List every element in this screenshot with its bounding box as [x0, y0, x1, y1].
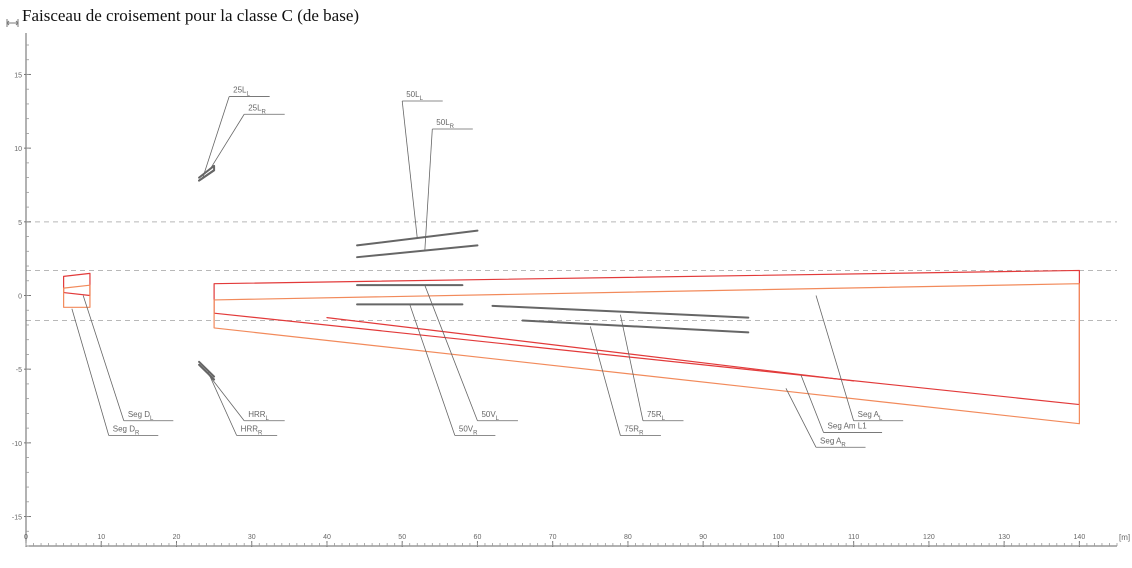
series-75r-r: [521, 319, 750, 334]
annotation-leader-line: [424, 285, 478, 421]
annotation-label: Seg DR: [113, 424, 140, 436]
annotation-label: HRRR: [241, 424, 263, 436]
x-axis-tick-label: 70: [549, 534, 557, 541]
vertical-unit-bracket-icon: [6, 12, 19, 27]
x-axis-tick-label: 100: [773, 534, 785, 541]
series-seg-d-r: [63, 284, 91, 308]
x-axis-tick-label: 120: [923, 534, 935, 541]
x-axis-tick-label: 90: [699, 534, 707, 541]
reference-lines-layer: [26, 221, 1117, 322]
y-axis-tick-label: 15: [14, 72, 22, 79]
chart-title: Faisceau de croisement pour la classe C …: [22, 6, 360, 25]
annotation-leader-line: [815, 295, 855, 421]
annotation-leader-line: [424, 128, 433, 252]
x-axis-unit-label: [m]: [1119, 533, 1130, 542]
annotation-leader-line: [71, 308, 110, 436]
annotation-leader-line: [207, 371, 238, 436]
annotation-label: 25LR: [248, 103, 266, 115]
annotation-leader-line: [409, 304, 456, 436]
annotation-leader-line: [800, 374, 824, 433]
x-axis-tick-label: 30: [248, 534, 256, 541]
x-axis-tick-label: 0: [24, 534, 28, 541]
y-axis-tick-label: -10: [12, 441, 22, 448]
annotation-leader-line: [210, 114, 245, 169]
x-axis-tick-label: 110: [848, 534, 859, 541]
series-seg-d-l: [63, 272, 91, 297]
series-hrr-l: [198, 360, 216, 378]
x-axis-tick-label: 140: [1074, 534, 1086, 541]
x-axis-tick-label: 40: [323, 534, 331, 541]
x-axis-tick-label: 60: [474, 534, 482, 541]
series-seg-a-r: [213, 283, 1080, 425]
y-axis-tick-label: -5: [16, 367, 22, 374]
annotation-layer: 25LL 25LR 50LL 50LR Seg DL Seg DR HRRL HRRR 50VL…: [71, 86, 904, 448]
y-axis-tick-label: -15: [12, 515, 22, 522]
series-seg-am-l1: [326, 317, 855, 382]
series-50l-r: [356, 244, 479, 259]
x-axis-tick-label: 130: [998, 534, 1010, 541]
annotation-label: 75RL: [647, 410, 666, 422]
annotation-label: 50VL: [481, 410, 499, 422]
y-axis-tick-label: 0: [18, 294, 22, 301]
series-75r-l: [491, 304, 750, 319]
annotation-label: 50VR: [459, 424, 478, 436]
y-axis-tick-label: 10: [14, 146, 22, 153]
x-axis-tick-label: 80: [624, 534, 632, 541]
annotation-leader-line: [589, 326, 621, 436]
x-axis-tick-label: 20: [173, 534, 181, 541]
annotation-label: Seg DL: [128, 410, 154, 422]
chart-title-row: Faisceau de croisement pour la classe C …: [6, 5, 359, 27]
x-axis-tick-label: 10: [97, 534, 105, 541]
x-axis-tick-label: 50: [398, 534, 406, 541]
annotation-leader-line: [401, 100, 418, 239]
series-layer: [63, 164, 1080, 425]
annotation-label: Seg AR: [820, 436, 846, 448]
annotation-leader-line: [82, 295, 125, 421]
annotation-label: 75RR: [624, 424, 644, 436]
series-seg-a-l: [213, 269, 1080, 406]
annotation-leader-line: [620, 314, 644, 421]
series-25l-r: [198, 169, 216, 182]
annotation-label: 50LL: [406, 90, 423, 102]
annotation-label: HRRL: [248, 410, 269, 422]
annotation-label: Seg AL: [858, 410, 883, 422]
annotation-label: 25LL: [233, 86, 250, 98]
annotation-label: Seg Am L1: [828, 422, 868, 431]
y-axis-tick-label: 5: [18, 220, 22, 227]
series-50l-l: [356, 229, 479, 247]
annotation-label: 50LR: [436, 118, 454, 130]
annotation-leader-line: [202, 96, 230, 178]
annotation-leader-line: [785, 388, 817, 448]
